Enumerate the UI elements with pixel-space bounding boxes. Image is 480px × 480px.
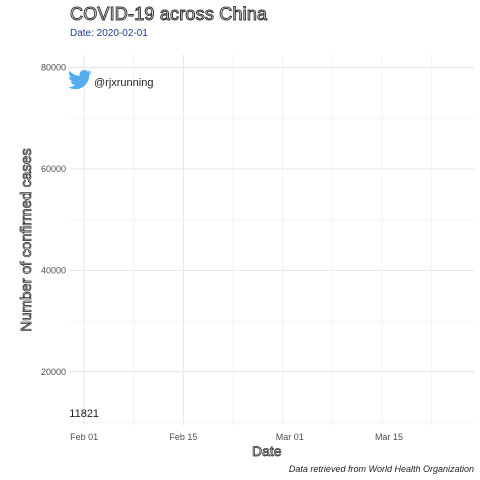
twitter-handle: @rjxrunning	[94, 76, 154, 89]
tick-labels: 20000 40000 60000 80000 Feb 01 Feb 15 Mar 01 Ma…	[41, 63, 403, 442]
data-label: 11821	[69, 408, 99, 420]
chart-title: COVID-19 across China	[69, 4, 268, 25]
y-tick-label: 40000	[41, 265, 66, 275]
chart-subtitle: Date: 2020-02-01	[70, 28, 148, 39]
data-point	[83, 412, 85, 415]
y-tick-label: 20000	[41, 367, 66, 377]
data-marks: 11821	[69, 408, 99, 420]
y-tick-label: 80000	[41, 63, 66, 73]
brand-watermark: @rjxrunning	[68, 70, 153, 95]
grid-lines	[70, 55, 474, 425]
y-axis-label: Number of confirmed cases	[18, 148, 36, 332]
x-tick-label: Feb 15	[169, 432, 197, 442]
chart-caption: Data retrieved from World Health Organiz…	[288, 464, 474, 474]
y-tick-label: 60000	[41, 164, 66, 174]
twitter-bird-icon	[68, 70, 92, 95]
x-axis-label: Date	[252, 443, 282, 460]
x-tick-label: Feb 01	[70, 432, 98, 442]
x-tick-label: Mar 15	[375, 432, 403, 442]
x-tick-label: Mar 01	[276, 432, 304, 442]
